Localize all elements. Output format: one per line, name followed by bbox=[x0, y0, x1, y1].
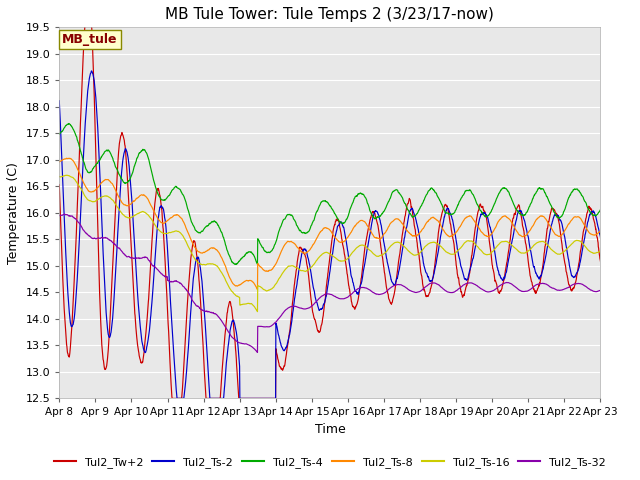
Text: MB_tule: MB_tule bbox=[62, 33, 118, 46]
Y-axis label: Temperature (C): Temperature (C) bbox=[7, 162, 20, 264]
X-axis label: Time: Time bbox=[314, 423, 345, 436]
Legend: Tul2_Tw+2, Tul2_Ts-2, Tul2_Ts-4, Tul2_Ts-8, Tul2_Ts-16, Tul2_Ts-32: Tul2_Tw+2, Tul2_Ts-2, Tul2_Ts-4, Tul2_Ts… bbox=[49, 452, 611, 472]
Title: MB Tule Tower: Tule Temps 2 (3/23/17-now): MB Tule Tower: Tule Temps 2 (3/23/17-now… bbox=[166, 7, 494, 22]
